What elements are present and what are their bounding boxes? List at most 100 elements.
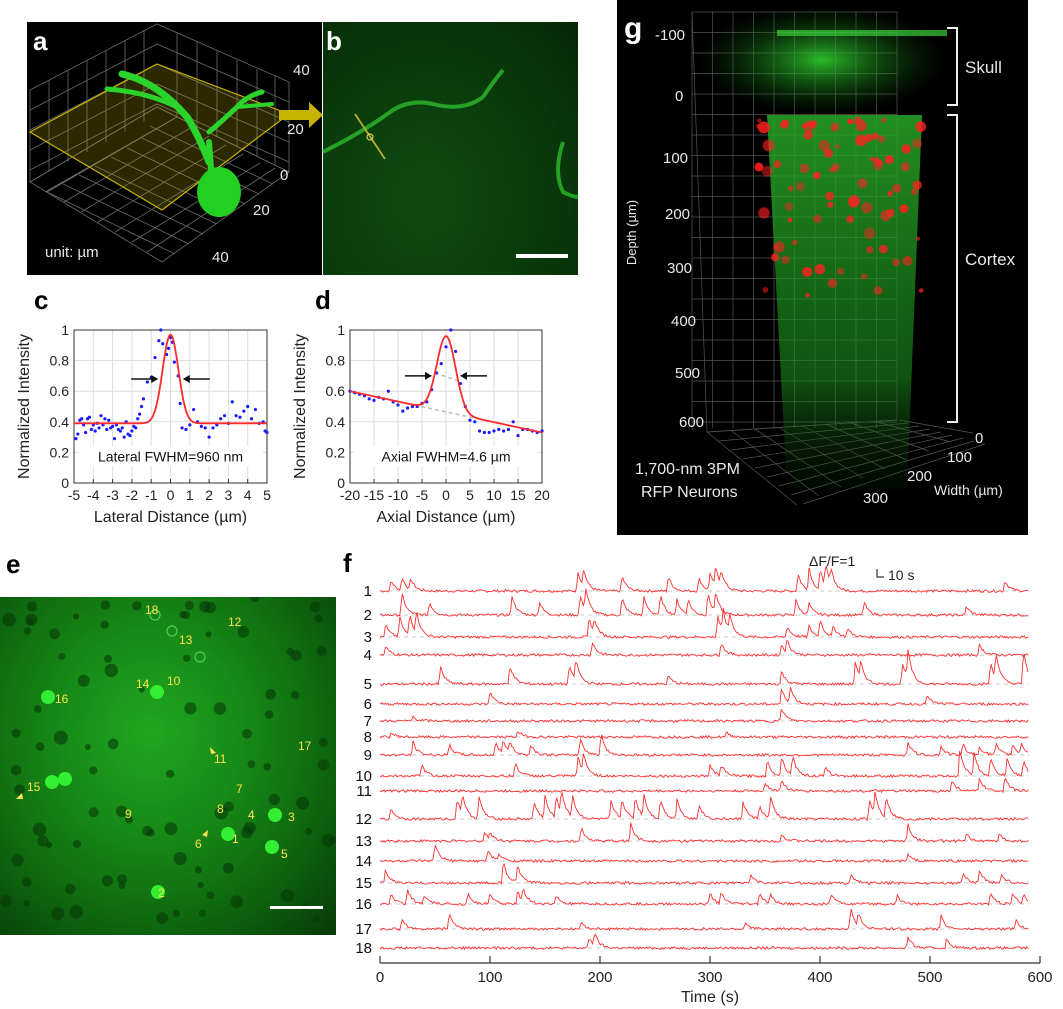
data-point: [401, 409, 405, 413]
rfp-neuron: [827, 278, 837, 288]
rfp-neuron: [814, 264, 826, 275]
rfp-neuron: [899, 204, 909, 214]
dark-spot: [107, 738, 119, 750]
x-tick-label: 0: [376, 969, 384, 986]
cell-label-16: 16: [55, 692, 69, 706]
data-point: [219, 417, 223, 421]
data-point: [141, 397, 146, 401]
axes-box: [349, 329, 543, 484]
rfp-neuron: [771, 253, 780, 262]
annotation-bg: [354, 446, 538, 467]
data-point: [188, 423, 192, 427]
data-point: [122, 435, 126, 439]
x-tick-label: 3: [225, 487, 233, 503]
rfp-neuron: [857, 178, 868, 189]
rfp-neuron: [892, 183, 902, 193]
data-point: [178, 401, 182, 406]
x-tick-label: -3: [106, 487, 119, 503]
data-point: [497, 427, 501, 432]
x-tick-label: -4: [87, 487, 100, 503]
arrowhead-11-icon: [210, 747, 216, 754]
cell-label-2: 2: [158, 886, 165, 900]
rfp-neuron: [803, 130, 813, 140]
caption-line-1: 1,700-nm 3PM: [635, 461, 740, 478]
x-tick-label: -5: [416, 487, 429, 503]
data-point: [238, 415, 242, 419]
data-point: [166, 346, 171, 350]
scale-bar-icon: [876, 569, 884, 578]
dark-spot: [49, 628, 60, 640]
rfp-neuron: [773, 241, 785, 253]
fwhm-annotation: Lateral FWHM=960 nm: [98, 448, 243, 464]
panel-g-label: g: [624, 12, 643, 45]
trace-label-12: 12: [355, 811, 372, 828]
panel-e-label: e: [6, 549, 21, 579]
rfp-neuron: [847, 118, 853, 125]
dark-spot: [26, 601, 37, 612]
x-tick-label: 20: [534, 487, 550, 503]
depth-tick--100: -100: [655, 27, 686, 44]
dark-spot: [10, 764, 22, 776]
data-point: [89, 427, 93, 432]
trace-label-13: 13: [355, 833, 372, 850]
bright-cell: [45, 775, 59, 789]
panel-a-tick-40-top: 40: [293, 62, 310, 79]
x-tick-label: -2: [126, 487, 139, 503]
y-axis-label: Normalized Intensity: [16, 334, 33, 479]
cell-label-3: 3: [288, 810, 295, 824]
data-point: [80, 417, 84, 421]
panel-a-tick-40-bottom: 40: [212, 249, 229, 266]
data-point: [159, 328, 163, 332]
width-tick-200: 200: [907, 468, 933, 485]
dark-spot: [263, 763, 272, 771]
trace-2: [379, 588, 1029, 618]
panel-a-tick-0: 0: [280, 167, 289, 184]
y-tick-label: 0.6: [50, 383, 70, 399]
dark-spot: [268, 793, 280, 806]
fwhm-annotation: Axial FWHM=4.6 µm: [381, 448, 510, 464]
dark-spot: [241, 826, 253, 839]
rfp-neuron: [831, 163, 840, 172]
scale-bar: [270, 906, 323, 909]
trace-label-10: 10: [355, 768, 372, 785]
cortex-signal: [767, 115, 922, 490]
trace-13: [379, 822, 1029, 844]
data-point: [249, 417, 254, 421]
dark-spot: [166, 769, 175, 779]
neuron: [104, 70, 274, 217]
depth-tick-100: 100: [663, 150, 689, 167]
dark-spot: [100, 600, 111, 610]
rfp-neuron: [912, 180, 922, 190]
data-point: [105, 427, 109, 432]
trace-10: [379, 750, 1029, 779]
y-tick-label: 0: [61, 475, 69, 491]
trace-16: [379, 888, 1029, 907]
data-point: [487, 430, 491, 435]
rfp-neuron: [830, 122, 840, 132]
trace-label-18: 18: [355, 940, 372, 957]
panel-b: b: [322, 22, 579, 275]
dark-spot: [247, 760, 256, 769]
width-tick-100: 100: [947, 449, 973, 466]
dark-spot: [172, 910, 180, 918]
dark-spot: [290, 690, 300, 700]
arrow-left-icon: [460, 371, 468, 380]
dark-spot: [72, 613, 80, 620]
cell-label-18: 18: [145, 603, 159, 617]
data-point: [97, 426, 101, 430]
data-point: [473, 420, 477, 424]
rfp-neuron: [886, 208, 895, 217]
trace-label-14: 14: [355, 853, 372, 870]
panel-a-tick-20-top: 20: [287, 121, 304, 138]
x-tick-label: 4: [244, 487, 252, 503]
depth-tick-400: 400: [671, 313, 697, 330]
rfp-neuron: [787, 185, 794, 192]
rfp-neuron: [869, 157, 875, 162]
x-tick-label: 500: [917, 969, 942, 986]
cell-label-4: 4: [248, 808, 255, 822]
width-tick-300: 300: [863, 490, 889, 507]
cell-label-7: 7: [236, 782, 243, 796]
data-point: [153, 355, 157, 360]
background-line: [407, 402, 475, 419]
dark-spot: [318, 737, 328, 747]
